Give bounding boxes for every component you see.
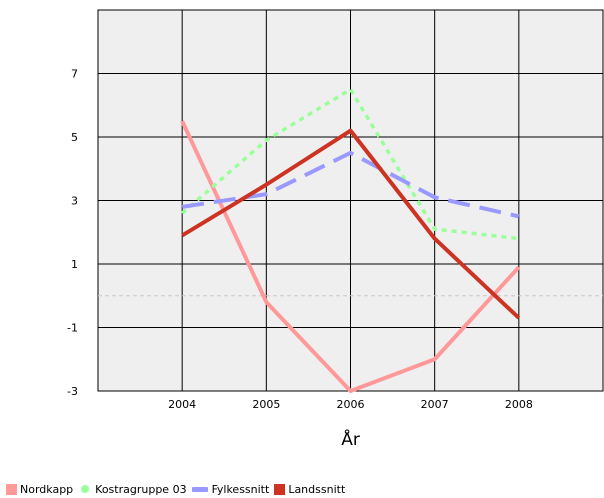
y-tick-label: 1 <box>71 258 78 271</box>
legend-label-kostragruppe: Kostragruppe 03 <box>95 482 187 496</box>
legend-swatch-nordkapp <box>6 483 17 495</box>
y-tick-label: -3 <box>67 385 78 398</box>
legend-label-nordkapp: Nordkapp <box>20 482 74 496</box>
legend-item-nordkapp: Nordkapp <box>6 483 73 496</box>
y-tick-label: 5 <box>71 131 78 144</box>
y-tick-label: 7 <box>71 68 78 81</box>
x-tick-label: 2008 <box>505 398 533 411</box>
legend-swatch-kostragruppe <box>81 485 90 493</box>
x-tick-label: 2006 <box>337 398 365 411</box>
chart-legend: Nordkapp Kostragruppe 03 Fylkessnitt Lan… <box>6 481 350 497</box>
x-axis-title: År <box>341 428 360 450</box>
line-chart: -3 -1 1 3 5 7 2004 2005 2006 2007 2008 År <box>67 9 604 450</box>
legend-item-landssnitt: Landssnitt <box>274 483 345 496</box>
series-line-kostragruppe <box>181 87 520 241</box>
legend-label-landssnitt: Landssnitt <box>288 482 346 496</box>
x-tick-label: 2007 <box>421 398 449 411</box>
legend-swatch-landssnitt <box>274 483 286 495</box>
series-line-landssnitt <box>181 128 521 320</box>
x-tick-label: 2005 <box>252 398 280 411</box>
legend-item-kostragruppe: Kostragruppe 03 <box>78 482 187 496</box>
legend-swatch-fylkessnitt <box>191 486 208 492</box>
y-tick-label: 3 <box>71 195 78 208</box>
x-tick-label: 2004 <box>168 398 196 411</box>
legend-label-fylkessnitt: Fylkessnitt <box>211 482 270 496</box>
series-line-fylkessnitt <box>181 150 520 219</box>
legend-item-fylkessnitt: Fylkessnitt <box>191 482 270 496</box>
series-line-nordkapp <box>180 120 521 393</box>
y-tick-label: -1 <box>67 322 78 335</box>
